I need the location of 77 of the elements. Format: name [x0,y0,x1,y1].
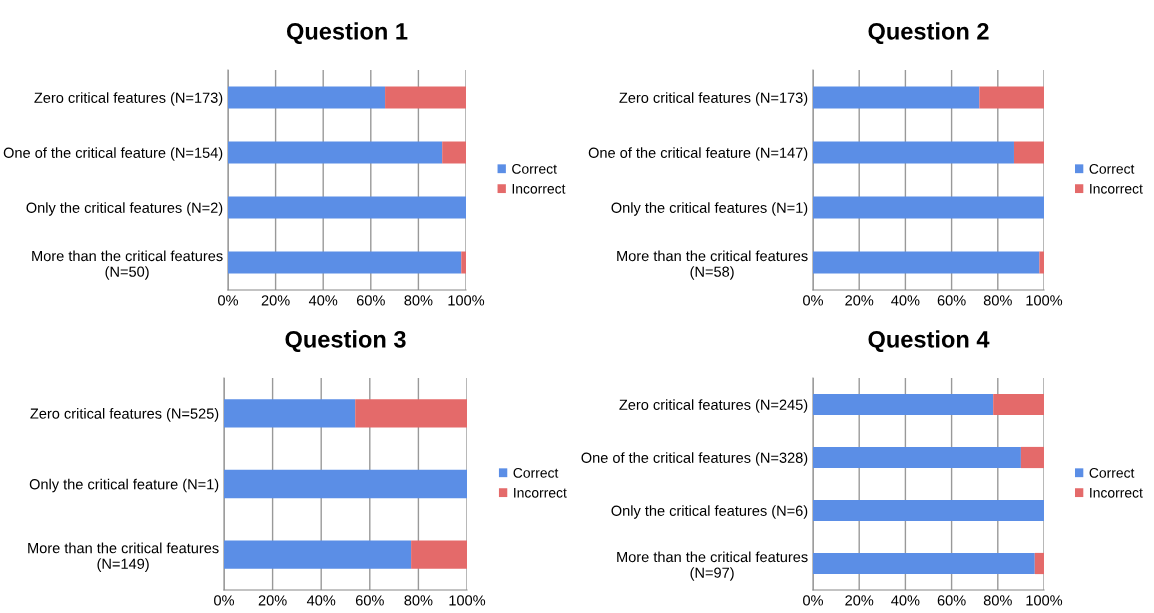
chart-title: Question 1 [286,22,408,45]
legend-label: Correct [1089,467,1135,478]
bar [813,552,1035,575]
bar [813,446,1021,469]
legend-label: Incorrect [514,487,567,498]
bar [228,141,443,164]
x-tick-label: 60% [937,295,966,306]
bar [1034,552,1044,575]
x-tick-label: 0% [218,295,239,306]
bar [993,393,1044,416]
bar [355,399,467,428]
y-tick-label: One of the critical features (N=328) [581,452,808,466]
legend-label: Incorrect [1090,183,1143,194]
bar [224,540,412,569]
bar [1013,141,1044,164]
bar [411,540,467,569]
bar [813,393,994,416]
x-tick-label: 60% [937,595,966,606]
x-tick-label: 80% [983,595,1012,606]
x-tick-label: 20% [261,295,290,306]
chart-title: Question 2 [868,22,989,45]
bar [228,86,386,109]
x-tick-label: 60% [355,595,384,606]
legend-label: Correct [513,467,559,478]
y-tick-label: One of the critical feature (N=154) [3,147,223,161]
chart-title: Question 3 [285,330,406,353]
bar [228,251,462,274]
legend-label: Incorrect [512,183,566,194]
x-tick-label: 40% [891,595,920,606]
x-tick-label: 80% [983,295,1012,306]
y-tick-label: More than the critical features (N=149) [28,542,219,572]
x-tick-label: 40% [891,295,920,306]
x-tick-label: 80% [404,295,433,306]
y-tick-label: More than the critical features (N=58) [617,250,808,280]
chart-title: Question 4 [868,330,990,353]
x-tick-label: 100% [449,595,486,606]
y-tick-label: Zero critical features (N=173) [619,92,808,106]
y-tick-label: More than the critical features (N=50) [32,250,223,280]
y-tick-label: Only the critical features (N=1) [611,202,808,216]
y-tick-label: Zero critical features (N=245) [619,399,808,413]
x-tick-label: 0% [214,595,235,606]
x-tick-label: 40% [308,295,338,306]
bar [1020,446,1044,469]
y-tick-label: Only the critical features (N=6) [611,505,808,519]
y-tick-label: One of the critical feature (N=147) [588,147,808,161]
x-tick-label: 60% [356,295,385,306]
x-tick-label: 100% [1026,295,1063,306]
y-tick-label: Zero critical features (N=525) [30,408,219,422]
y-tick-label: More than the critical features (N=97) [617,551,808,581]
bar [813,141,1014,164]
bar [224,399,356,428]
legend-label: Correct [1089,163,1135,174]
x-tick-label: 100% [1026,595,1063,606]
bar [813,499,1044,522]
x-tick-label: 0% [803,295,824,306]
bar [228,196,466,219]
x-tick-label: 100% [448,295,485,306]
x-tick-label: 80% [404,595,433,606]
x-tick-label: 40% [306,595,336,606]
x-tick-label: 20% [845,595,874,606]
bar [1039,251,1044,274]
x-tick-label: 20% [258,595,287,606]
bar [813,196,1044,219]
bar [461,251,466,274]
bar [813,86,980,109]
bar [813,251,1040,274]
legend-label: Incorrect [1090,487,1143,498]
bar [385,86,466,109]
x-tick-label: 20% [845,295,874,306]
legend-label: Correct [512,163,557,174]
y-tick-label: Only the critical feature (N=1) [29,478,219,493]
bar [442,141,466,164]
bar [224,469,467,499]
y-tick-label: Zero critical features (N=173) [34,92,223,106]
x-tick-label: 0% [803,595,824,606]
bar [979,86,1044,109]
y-tick-label: Only the critical features (N=2) [26,202,223,216]
